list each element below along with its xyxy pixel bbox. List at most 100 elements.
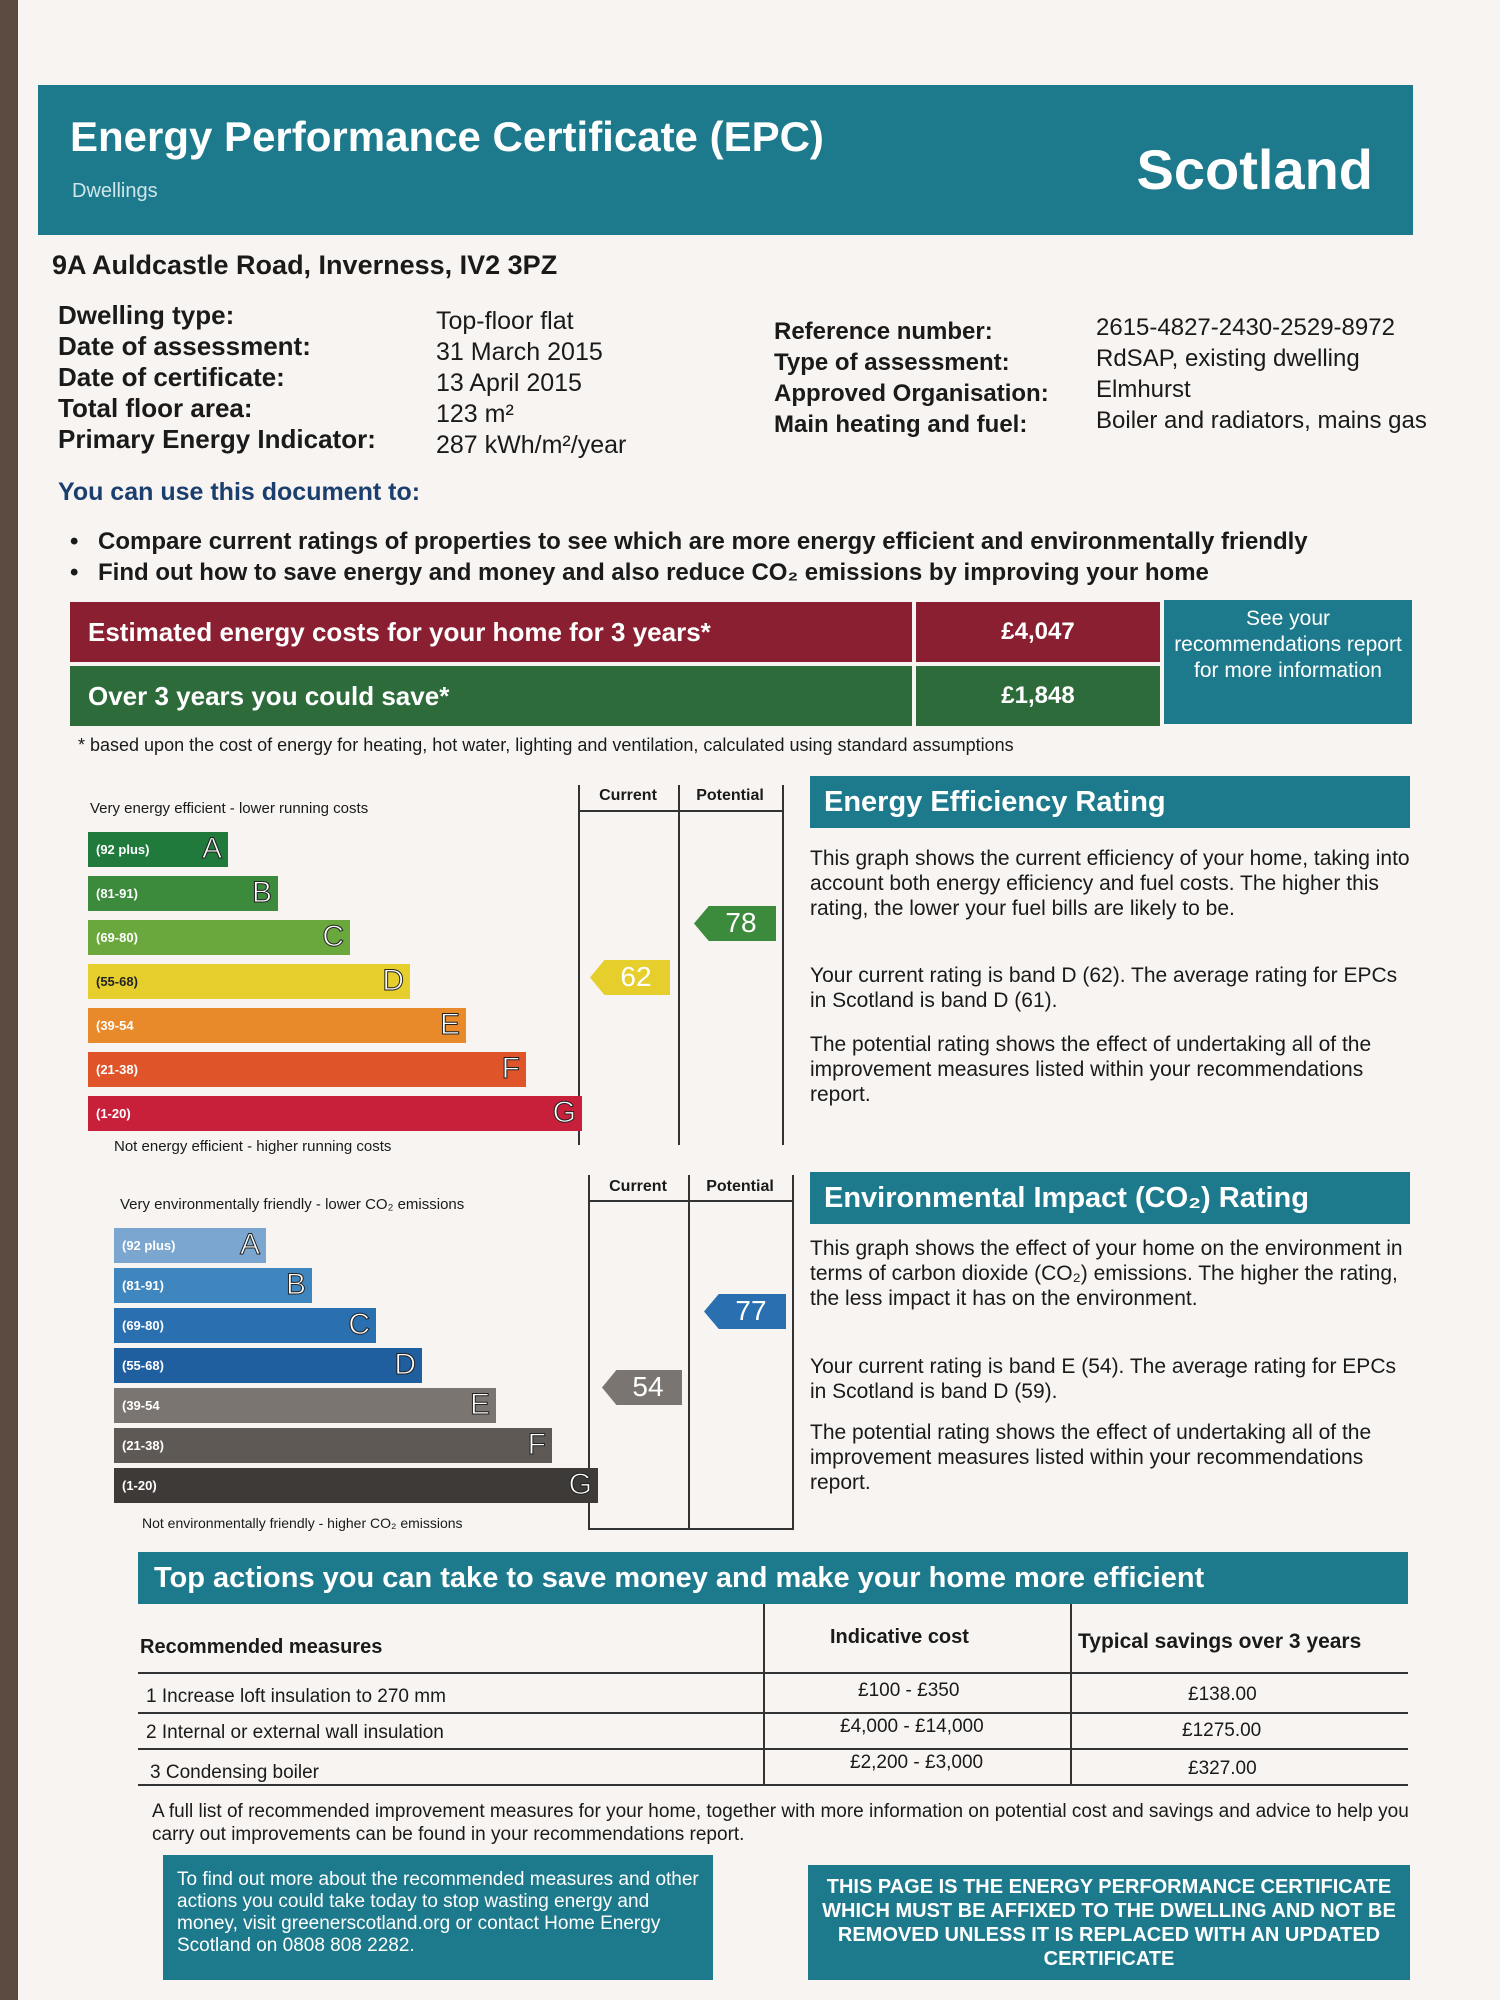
ee-current-rating-arrow: 62 bbox=[590, 960, 670, 995]
graph-bottom-caption: Not environmentally friendly - higher CO… bbox=[142, 1515, 463, 1531]
ee-section-title: Energy Efficiency Rating bbox=[810, 776, 1410, 828]
top-actions-title: Top actions you can take to save money a… bbox=[138, 1552, 1408, 1604]
graph-rule bbox=[578, 810, 784, 812]
band-letter: D bbox=[382, 964, 405, 998]
band-range-label: (55-68) bbox=[122, 1358, 164, 1373]
table-row-measure: 1 Increase loft insulation to 270 mm bbox=[146, 1686, 446, 1707]
band-letter: C bbox=[348, 1308, 371, 1342]
graph-top-caption: Very energy efficient - lower running co… bbox=[90, 800, 369, 817]
see-recommendations-box: See your recommendations report for more… bbox=[1164, 600, 1412, 724]
graph-rule bbox=[792, 1175, 794, 1530]
table-row-measure: 3 Condensing boiler bbox=[150, 1762, 320, 1783]
full-list-note: A full list of recommended improvement m… bbox=[152, 1801, 1409, 1845]
band-letter: D bbox=[394, 1348, 417, 1382]
band-range-label: (21-38) bbox=[96, 1062, 138, 1077]
table-rule bbox=[763, 1604, 765, 1784]
rating-band-b: (81-91) B bbox=[88, 876, 278, 911]
detail-label: Approved Organisation: bbox=[774, 380, 1049, 407]
band-letter: F bbox=[527, 1428, 546, 1462]
col-header-savings: Typical savings over 3 years bbox=[1078, 1630, 1362, 1653]
ee-potential-rating-arrow: 78 bbox=[694, 906, 776, 941]
graph-rule bbox=[782, 785, 784, 1145]
use-document-title: You can use this document to: bbox=[58, 478, 421, 506]
property-address: 9A Auldcastle Road, Inverness, IV2 3PZ bbox=[52, 250, 558, 280]
band-letter: F bbox=[501, 1052, 520, 1086]
table-row-cost: £2,200 - £3,000 bbox=[850, 1752, 984, 1773]
table-rule bbox=[1070, 1604, 1072, 1784]
detail-value: Elmhurst bbox=[1096, 376, 1191, 403]
use-document-list: Compare current ratings of properties to… bbox=[70, 526, 1308, 588]
graph-rule bbox=[588, 1200, 794, 1202]
graph-rule bbox=[588, 1175, 590, 1530]
col-current: Current bbox=[609, 1178, 667, 1195]
band-letter: G bbox=[568, 1468, 592, 1502]
detail-label: Reference number: bbox=[774, 318, 993, 345]
graph-rule bbox=[678, 785, 680, 1145]
band-range-label: (92 plus) bbox=[96, 842, 150, 857]
detail-label: Total floor area: bbox=[58, 393, 253, 423]
costs-footnote: * based upon the cost of energy for heat… bbox=[78, 735, 1014, 755]
certificate-title: Energy Performance Certificate (EPC) bbox=[70, 113, 824, 160]
band-range-label: (39-54 bbox=[96, 1018, 134, 1033]
band-range-label: (81-91) bbox=[96, 886, 138, 901]
detail-value: 287 kWh/m²/year bbox=[436, 431, 627, 459]
band-letter: A bbox=[201, 832, 222, 866]
find-out-more-box: To find out more about the recommended m… bbox=[163, 1855, 713, 1980]
table-row-measure: 2 Internal or external wall insulation bbox=[146, 1722, 444, 1743]
band-range-label: (1-20) bbox=[96, 1106, 131, 1121]
band-range-label: (55-68) bbox=[96, 974, 138, 989]
estimated-costs-value: £4,047 bbox=[916, 602, 1160, 662]
list-item: Compare current ratings of properties to… bbox=[70, 526, 1308, 557]
ei-section-title: Environmental Impact (CO₂) Rating bbox=[810, 1172, 1410, 1224]
certificate-subtitle: Dwellings bbox=[72, 180, 158, 202]
detail-value: Boiler and radiators, mains gas bbox=[1096, 407, 1427, 434]
estimated-costs-label: Estimated energy costs for your home for… bbox=[70, 602, 912, 662]
table-rule bbox=[138, 1784, 1408, 1786]
details-labels-left: Dwelling type: Date of assessment: Date … bbox=[58, 300, 376, 455]
ei-paragraph-2: Your current rating is band E (54). The … bbox=[810, 1355, 1396, 1403]
ei-current-rating-arrow: 54 bbox=[602, 1370, 682, 1405]
detail-label: Date of certificate: bbox=[58, 362, 285, 392]
detail-label: Primary Energy Indicator: bbox=[58, 424, 376, 454]
rating-band-b: (81-91) B bbox=[114, 1268, 312, 1303]
band-range-label: (39-54 bbox=[122, 1398, 160, 1413]
table-row-cost: £4,000 - £14,000 bbox=[840, 1716, 984, 1737]
band-range-label: (92 plus) bbox=[122, 1238, 176, 1253]
details-values-right: 2615-4827-2430-2529-8972 RdSAP, existing… bbox=[1096, 312, 1436, 436]
table-rule bbox=[138, 1672, 1408, 1674]
country-label: Scotland bbox=[1136, 138, 1373, 201]
rating-band-f: (21-38) F bbox=[114, 1428, 552, 1463]
savings-label: Over 3 years you could save* bbox=[70, 666, 912, 726]
band-range-label: (69-80) bbox=[122, 1318, 164, 1333]
rating-band-f: (21-38) F bbox=[88, 1052, 526, 1087]
rating-band-g: (1-20) G bbox=[114, 1468, 598, 1503]
rating-band-d: (55-68) D bbox=[114, 1348, 422, 1383]
rating-band-c: (69-80) C bbox=[88, 920, 350, 955]
table-row-savings: £138.00 bbox=[1188, 1684, 1257, 1705]
detail-value: Top-floor flat bbox=[436, 307, 574, 335]
table-rule bbox=[138, 1748, 1408, 1750]
details-labels-right: Reference number: Type of assessment: Ap… bbox=[774, 316, 1049, 440]
band-letter: B bbox=[251, 876, 272, 910]
savings-value: £1,848 bbox=[916, 666, 1160, 726]
graph-bottom-caption: Not energy efficient - higher running co… bbox=[114, 1138, 392, 1155]
col-potential: Potential bbox=[696, 787, 764, 804]
col-header-measures: Recommended measures bbox=[140, 1636, 383, 1658]
rating-band-e: (39-54 E bbox=[88, 1008, 466, 1043]
col-header-cost: Indicative cost bbox=[830, 1626, 969, 1648]
detail-label: Date of assessment: bbox=[58, 331, 311, 361]
detail-value: RdSAP, existing dwelling bbox=[1096, 345, 1360, 372]
table-row-savings: £327.00 bbox=[1188, 1758, 1257, 1779]
graph-rule bbox=[688, 1175, 690, 1530]
rating-band-e: (39-54 E bbox=[114, 1388, 496, 1423]
certificate-header: Energy Performance Certificate (EPC) Dwe… bbox=[38, 85, 1413, 235]
detail-value: 31 March 2015 bbox=[436, 338, 603, 366]
band-range-label: (21-38) bbox=[122, 1438, 164, 1453]
band-letter: E bbox=[439, 1008, 460, 1042]
band-letter: A bbox=[239, 1228, 260, 1262]
table-row-cost: £100 - £350 bbox=[858, 1680, 960, 1701]
band-range-label: (69-80) bbox=[96, 930, 138, 945]
details-values-left: Top-floor flat 31 March 2015 13 April 20… bbox=[436, 306, 626, 461]
col-potential: Potential bbox=[706, 1178, 774, 1195]
ee-paragraph-3: The potential rating shows the effect of… bbox=[810, 1033, 1372, 1106]
